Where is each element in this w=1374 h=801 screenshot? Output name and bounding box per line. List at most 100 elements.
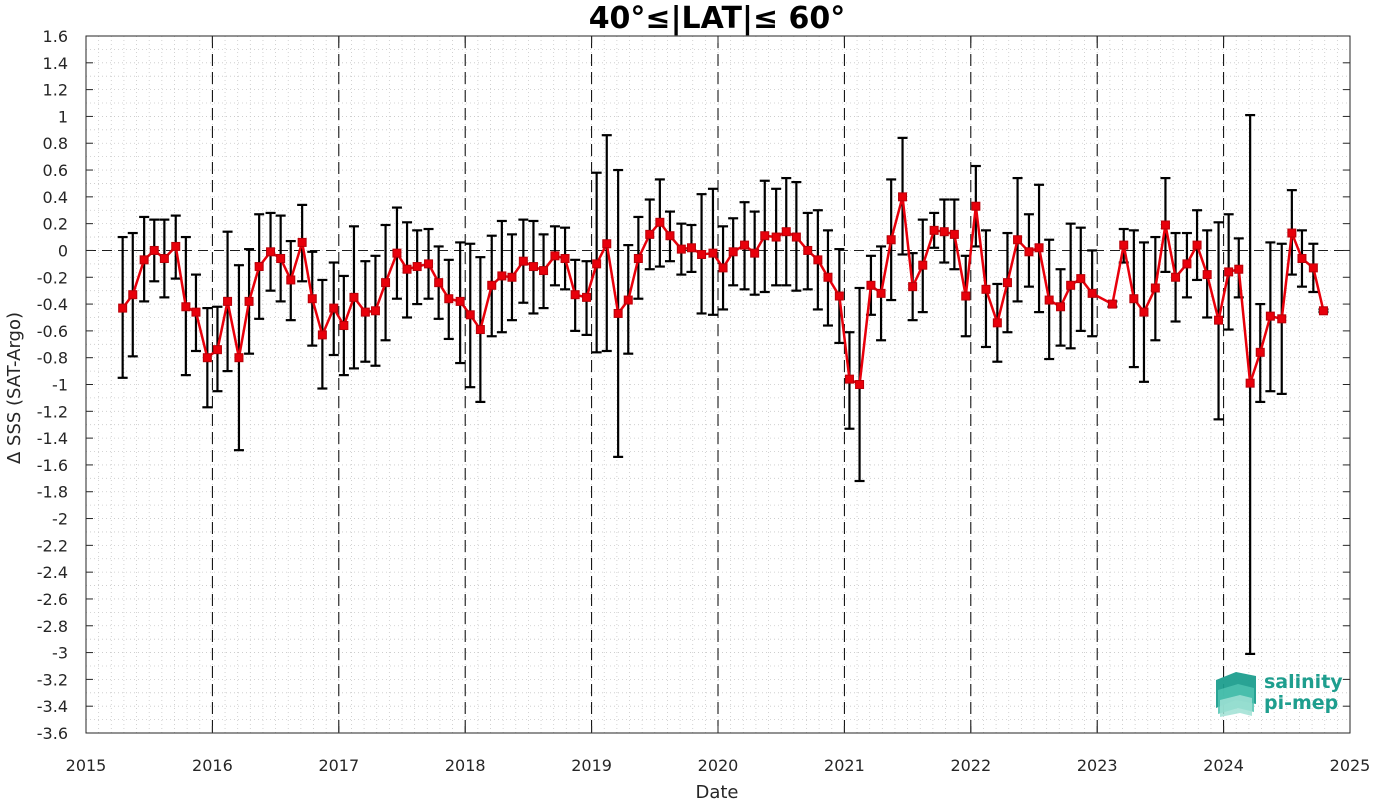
series-markers [118,192,1328,389]
data-point [613,308,623,318]
y-tick-label: 1.2 [43,81,68,100]
data-point [949,229,959,239]
data-point [1214,315,1224,325]
data-point [128,290,138,300]
data-point [961,291,971,301]
series-line [121,196,1325,387]
data-point [1192,240,1202,250]
data-point [149,245,159,255]
chart-title: 40°≤|LAT|≤ 60° [589,1,846,36]
data-point [402,264,412,274]
data-point [918,260,928,270]
data-point [760,231,770,241]
data-point [939,227,949,237]
data-point [118,303,128,313]
data-point [855,380,865,389]
data-point [866,280,876,290]
data-point [1150,283,1160,293]
y-tick-label: -3.4 [37,697,68,716]
data-point [1182,259,1192,269]
data-point [349,292,359,302]
data-point [791,232,801,242]
y-tick-label: 1.4 [43,54,68,73]
data-point [623,295,633,305]
data-point [560,254,570,264]
data-point [645,229,655,239]
logo-wave-icon [1216,672,1256,717]
data-point [244,296,254,306]
data-point [1160,220,1170,230]
data-point [507,272,517,282]
data-point [550,251,560,261]
y-tick-label: -2.4 [37,563,68,582]
y-tick-label: 0.6 [43,161,68,180]
y-tick-label: -1.4 [37,429,68,448]
data-point [181,302,191,312]
data-point [665,231,675,241]
data-point [223,296,233,306]
data-point [455,296,465,306]
data-point [487,280,497,290]
data-point [1265,311,1275,321]
data-point [1024,247,1034,257]
x-tick-label: 2018 [445,756,486,775]
data-point [1013,235,1023,245]
data-point [370,306,380,316]
logo-line2: pi-mep [1264,692,1338,714]
data-point [823,272,833,282]
data-point [834,291,844,301]
data-point [1287,228,1297,238]
logo-line1: salinity [1264,671,1343,693]
data-point [1245,378,1255,388]
data-point [1087,288,1097,298]
data-point [592,259,602,269]
data-point [329,303,339,313]
data-point [434,278,444,288]
x-tick-label: 2020 [698,756,739,775]
y-tick-label: -3.2 [37,670,68,689]
y-tick-label: -2.8 [37,617,68,636]
y-tick-label: -1.2 [37,402,68,421]
y-tick-label: -1.8 [37,483,68,502]
data-point [633,254,643,264]
y-tick-label: 1 [58,107,68,126]
data-point [307,294,317,304]
x-tick-label: 2024 [1203,756,1244,775]
data-point [276,254,286,264]
data-point [740,240,750,250]
y-tick-label: -2 [52,510,68,529]
y-tick-label: 0.2 [43,215,68,234]
data-point [676,244,686,254]
year-marker-lines [211,36,1225,733]
y-tick-label: -1.6 [37,456,68,475]
data-point [424,259,434,269]
salinity-pi-mep-logo: salinity pi-mep [1216,671,1343,717]
x-tick-label: 2022 [950,756,991,775]
data-point [1255,347,1265,357]
data-point [1044,295,1054,305]
data-point [1076,274,1086,284]
data-point [191,307,201,317]
data-point [1002,278,1012,288]
x-tick-label: 2021 [824,756,865,775]
x-tick-label: 2019 [571,756,612,775]
data-point [1171,272,1181,282]
x-tick-label: 2017 [318,756,359,775]
data-point [898,192,908,202]
y-tick-label: 0 [58,241,68,260]
data-point [1139,307,1149,317]
data-point [412,262,422,272]
data-point [655,217,665,227]
y-axis-label: Δ SSS (SAT-Argo) [4,312,25,464]
data-point [1034,243,1044,253]
y-tick-label: -3.6 [37,724,68,743]
data-point [750,248,760,258]
data-point [202,353,212,363]
data-point [886,235,896,245]
data-point [602,239,612,249]
data-point [1202,270,1212,280]
data-point [465,310,475,320]
data-point [582,292,592,302]
data-point [1056,302,1066,312]
